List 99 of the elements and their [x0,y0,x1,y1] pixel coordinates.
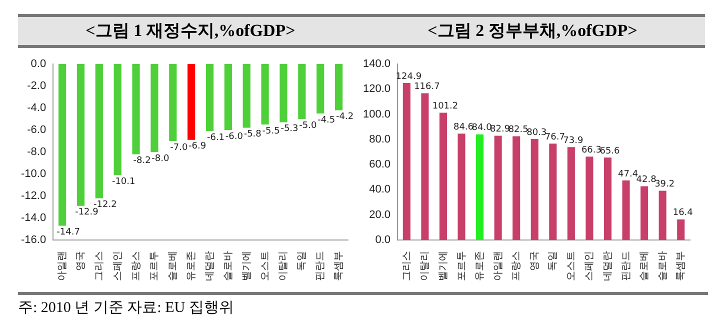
x-tick-label: 이탈리 [420,251,431,281]
x-tick-label: 영국 [75,251,86,271]
x-tick-label: 룩셈부 [676,251,687,281]
x-tick-label: 프랑스 [130,251,142,281]
data-label: 82.5 [508,125,528,136]
y-tick-label: -12.0 [20,190,46,202]
bar [494,136,502,240]
bar [549,144,557,240]
x-tick-label: 독일 [296,251,308,271]
bar [567,147,575,240]
x-tick-label: 그리스 [401,251,412,281]
data-label: 84.0 [472,123,492,134]
x-tick-label: 벨기에 [241,251,252,281]
y-tick-label: -6.0 [27,124,46,136]
y-tick-label: 0.0 [375,234,391,246]
x-tick-label: 슬로베 [639,251,650,281]
bar [530,139,538,240]
x-tick-label: 오스트 [566,251,577,281]
data-label: -12.9 [75,208,99,218]
data-label: -5.0 [299,120,317,131]
x-tick-label: 벨기에 [438,251,449,281]
x-tick-label: 포르투 [149,251,160,281]
y-tick-label: -2.0 [27,80,46,92]
y-tick-label: -4.0 [27,102,46,114]
data-label: -5.3 [280,124,298,134]
data-label: -4.5 [318,115,336,126]
x-tick-label: 영국 [529,251,540,271]
y-tick-label: 100.0 [362,108,391,120]
x-tick-label: 유로존 [186,251,198,281]
x-tick-label: 스페인 [112,251,124,281]
bar [658,190,666,240]
data-label: 47.4 [618,169,638,180]
data-label: 65.6 [600,146,620,156]
x-tick-label: 이탈리 [278,251,290,281]
x-tick-label: 핀란드 [315,251,326,281]
y-tick-label: -10.0 [20,168,46,180]
data-label: 66.3 [581,145,602,156]
x-tick-label: 슬로베 [168,251,179,281]
bar [604,158,612,240]
data-label: -10.1 [112,176,136,187]
x-tick-label: 독일 [548,251,559,271]
x-tick-label: 슬로바 [222,251,234,281]
data-label: 124.9 [396,72,422,82]
chart-title: <그림 1 재정수지,%ofGDP> [18,14,363,48]
x-tick-label: 오스트 [260,251,271,281]
bar [476,134,484,240]
x-tick-label: 네덜란 [602,251,614,281]
data-label: 73.9 [563,136,584,146]
x-tick-label: 프랑스 [511,251,522,281]
bar [640,186,648,240]
y-tick-label: 40.0 [369,184,391,196]
x-tick-label: 핀란드 [620,251,632,281]
bar [458,134,466,240]
data-label: 84.6 [453,122,474,132]
x-tick-label: 아일랜 [57,251,68,281]
bar [421,93,429,240]
data-label: -6.1 [206,132,225,143]
data-label: -6.0 [225,132,244,142]
bar [439,112,447,240]
data-label: 82.9 [490,124,510,135]
x-tick-label: 네덜란 [204,251,216,281]
x-tick-label: 유로존 [474,251,486,281]
y-tick-label: -16.0 [20,234,46,246]
data-label: 101.2 [432,102,458,112]
data-label: -8.2 [133,156,151,166]
y-tick-label: 80.0 [369,133,391,146]
bar [402,82,410,240]
data-label: 42.8 [636,175,657,186]
y-tick-label: -8.0 [27,146,46,158]
x-tick-label: 룩셈부 [334,251,345,281]
data-label: 16.4 [672,208,694,218]
data-label: -8.0 [152,154,170,164]
data-label: 116.7 [414,82,440,92]
data-label: 76.7 [544,132,565,142]
data-label: -5.5 [262,126,280,136]
x-tick-label: 포르투 [456,251,468,281]
bar [512,136,520,240]
data-label: 39.2 [654,180,675,190]
y-tick-label: 120.0 [362,83,391,96]
x-tick-label: 스페인 [584,251,596,281]
bar [622,180,630,240]
data-label: 80.3 [526,128,547,138]
data-label: -6.9 [188,142,206,152]
y-tick-label: 20.0 [369,208,391,221]
bar [677,219,685,240]
data-label: -7.0 [170,142,188,153]
y-tick-label: 0.0 [30,58,46,70]
chart-title: <그림 2 정부부채,%ofGDP> [360,14,705,48]
x-tick-label: 아일랜 [492,251,504,281]
bar [586,156,594,240]
data-label: -4.2 [336,112,354,122]
x-tick-label: 슬로바 [657,251,668,281]
x-tick-label: 그리스 [94,251,105,281]
y-tick-label: -14.0 [20,212,46,224]
text: 주: 2010 년 기준 자료: EU 집행위 [18,292,708,317]
data-label: -5.8 [244,130,262,140]
y-tick-label: 140.0 [362,58,391,70]
y-tick-label: 60.0 [369,158,391,171]
data-label: -14.7 [56,228,80,238]
